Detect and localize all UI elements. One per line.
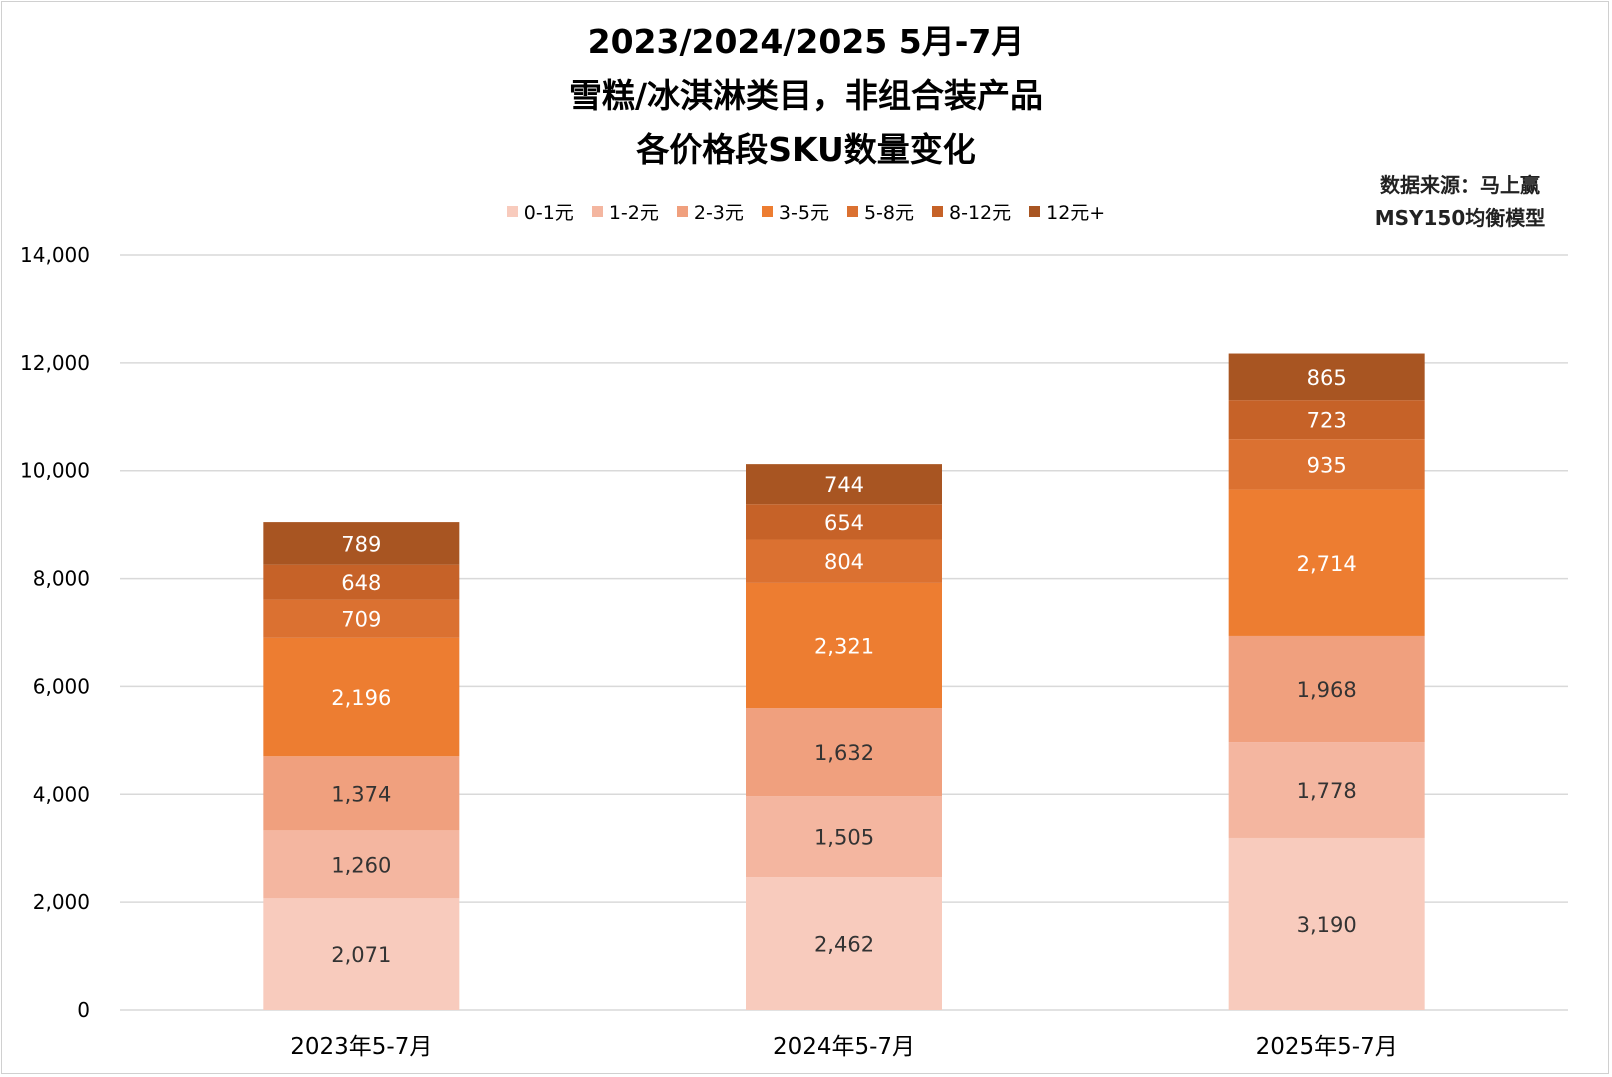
legend-item-5-8: 5-8元 (846, 198, 914, 225)
legend-item-1-2: 1-2元 (591, 198, 659, 225)
chart-title-line-3: 各价格段SKU数量变化 (636, 130, 976, 169)
y-tick-label: 4,000 (33, 782, 90, 806)
bar-segment (263, 756, 460, 831)
bar-segment (746, 464, 942, 505)
legend-swatch (1029, 206, 1041, 217)
bar-segment (263, 898, 460, 1010)
bar-segment (746, 796, 942, 878)
data-label: 865 (1307, 366, 1347, 390)
bar-segment (1228, 400, 1425, 440)
y-tick-label: 8,000 (33, 567, 90, 591)
bar-segment (746, 539, 942, 583)
legend-item-3-5: 3-5元 (761, 198, 829, 225)
bar-segment (263, 599, 460, 638)
y-tick-label: 14,000 (20, 243, 90, 267)
bar-segment (1228, 353, 1425, 401)
legend-label: 8-12元 (949, 202, 1012, 224)
data-label: 1,374 (331, 782, 391, 806)
data-label: 2,071 (331, 943, 391, 967)
bar-segment (746, 504, 942, 540)
legend-swatch (506, 206, 518, 217)
y-tick-label: 12,000 (20, 351, 90, 375)
legend-label: 3-5元 (778, 202, 829, 224)
legend-swatch (846, 206, 858, 217)
data-label: 2,714 (1297, 552, 1357, 576)
data-label: 2,196 (331, 686, 391, 710)
legend-swatch (676, 206, 688, 217)
x-tick-label: 2025年5-7月 (1256, 1034, 1398, 1060)
data-label: 1,778 (1297, 779, 1357, 803)
data-label: 744 (824, 473, 864, 497)
x-tick-label: 2024年5-7月 (773, 1034, 915, 1060)
y-tick-label: 6,000 (33, 674, 90, 698)
data-label: 1,260 (331, 853, 391, 877)
legend-swatch (932, 206, 943, 217)
legend-swatch (591, 206, 603, 217)
data-label: 789 (341, 532, 381, 556)
data-label: 3,190 (1297, 913, 1357, 937)
data-label: 654 (824, 511, 864, 535)
legend-label: 12元+ (1046, 202, 1106, 224)
bar-segment (746, 582, 942, 709)
legend-item-0-1: 0-1元 (506, 198, 574, 225)
bar-segment (746, 708, 942, 797)
bar-segment (263, 830, 460, 899)
chart-legend: 0-1元 1-2元 2-3元 3-5元 5-8元 8-12元 12元+ (0, 198, 1612, 225)
bar-segment (263, 522, 460, 565)
bar-segment (263, 637, 460, 757)
y-tick-label: 10,000 (20, 459, 90, 483)
data-label: 1,632 (814, 741, 874, 765)
legend-label: 2-3元 (693, 202, 744, 224)
data-label: 648 (341, 571, 381, 595)
chart-title-line-2: 雪糕/冰淇淋类目，非组合装产品 (568, 76, 1044, 115)
legend-label: 5-8元 (863, 202, 914, 224)
data-label: 709 (341, 608, 381, 632)
legend-swatch (761, 206, 773, 217)
data-source-line-2: MSY150均衡模型 (1374, 206, 1546, 230)
bar-segment (1228, 742, 1425, 838)
bar-segment (746, 877, 942, 1010)
legend-label: 1-2元 (608, 202, 659, 224)
data-label: 804 (824, 550, 864, 574)
bar-segment (1228, 837, 1425, 1010)
legend-label: 0-1元 (523, 202, 574, 224)
data-label: 1,968 (1297, 678, 1357, 702)
chart-title-line-1: 2023/2024/2025 5月-7月 (587, 22, 1025, 61)
bar-segment (263, 564, 460, 600)
legend-item-2-3: 2-3元 (676, 198, 744, 225)
bar-segment (1228, 635, 1425, 743)
bar-segment (1228, 489, 1425, 636)
y-tick-label: 2,000 (33, 890, 90, 914)
legend-item-12-plus: 12元+ (1029, 198, 1105, 225)
data-label: 1,505 (814, 826, 874, 850)
legend-item-8-12: 8-12元 (932, 198, 1011, 225)
data-label: 2,321 (814, 634, 874, 658)
data-label: 2,462 (814, 933, 874, 957)
data-label: 723 (1307, 409, 1347, 433)
bar-segment (1228, 439, 1425, 490)
data-label: 935 (1307, 453, 1347, 477)
y-tick-label: 0 (77, 998, 90, 1022)
data-source-line-1: 数据来源：马上赢 (1380, 173, 1540, 197)
x-tick-label: 2023年5-7月 (290, 1034, 432, 1060)
